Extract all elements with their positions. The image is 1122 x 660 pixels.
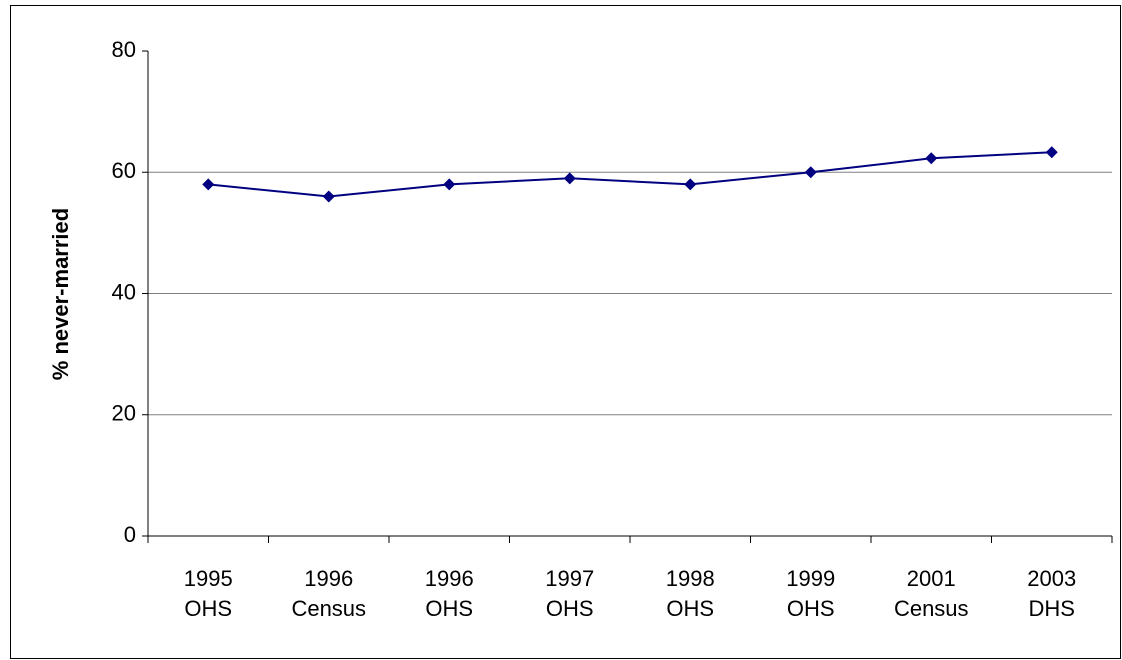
- x-tick-label: 1998: [666, 566, 715, 591]
- y-tick-label: 0: [124, 522, 136, 547]
- data-point: [563, 172, 576, 185]
- x-tick-label: OHS: [425, 596, 473, 621]
- x-tick-label: OHS: [666, 596, 714, 621]
- y-axis-label: % never-married: [48, 208, 73, 380]
- x-tick-label: Census: [291, 596, 366, 621]
- x-tick-label: 1996: [304, 566, 353, 591]
- data-point: [925, 152, 938, 165]
- y-tick-label: 20: [112, 401, 136, 426]
- data-point: [804, 166, 817, 179]
- chart-frame: [10, 5, 1121, 659]
- x-tick-label: OHS: [184, 596, 232, 621]
- x-tick-label: 1997: [545, 566, 594, 591]
- y-tick-label: 80: [112, 37, 136, 62]
- data-point: [202, 178, 215, 191]
- y-tick-label: 60: [112, 158, 136, 183]
- data-point: [684, 178, 697, 191]
- x-tick-label: 1999: [786, 566, 835, 591]
- x-tick-label: 1996: [425, 566, 474, 591]
- data-point: [443, 178, 456, 191]
- x-tick-label: Census: [894, 596, 969, 621]
- x-tick-label: 2001: [907, 566, 956, 591]
- x-tick-label: 2003: [1027, 566, 1076, 591]
- x-tick-label: DHS: [1029, 596, 1075, 621]
- y-tick-label: 40: [112, 279, 136, 304]
- x-tick-label: OHS: [546, 596, 594, 621]
- x-tick-label: 1995: [184, 566, 233, 591]
- x-tick-label: OHS: [787, 596, 835, 621]
- data-point: [322, 190, 335, 203]
- series-line: [208, 151, 1052, 198]
- data-point: [1045, 146, 1058, 159]
